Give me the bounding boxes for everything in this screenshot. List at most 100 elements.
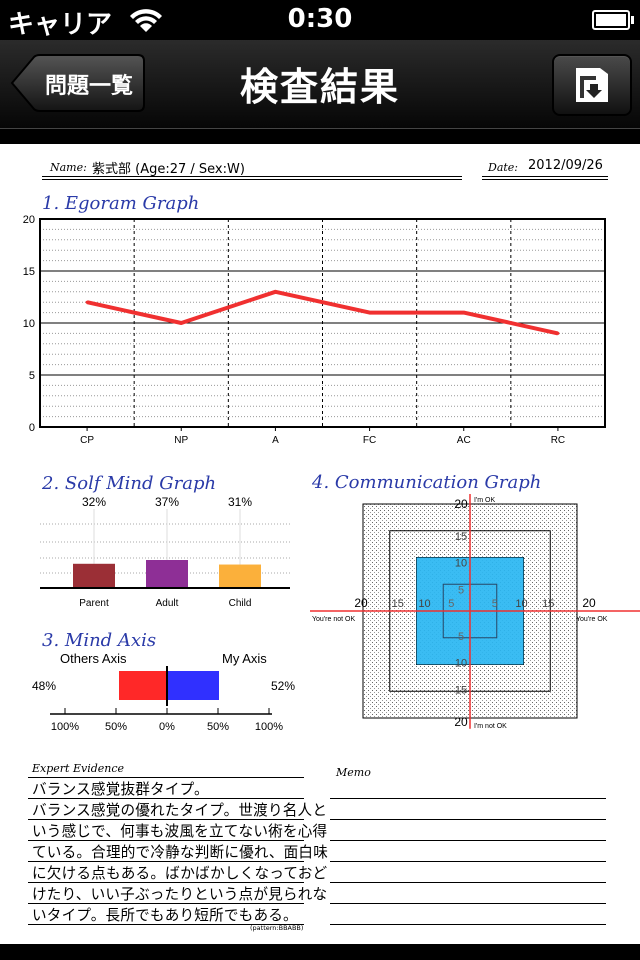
evidence-rule xyxy=(28,903,304,904)
name-underline-2 xyxy=(42,179,462,180)
evidence-line: いタイプ。長所でもあり短所でもある。 xyxy=(32,907,298,924)
egogram-x-tick-np: NP xyxy=(174,435,188,446)
mind-axis-tick-label: 0% xyxy=(159,721,175,733)
egogram-point-ac xyxy=(462,311,466,315)
my-axis-percent: 52% xyxy=(271,679,295,693)
egogram-x-tick-ac: AC xyxy=(457,435,471,446)
others-axis-bar xyxy=(119,671,167,700)
comm-tick-top: 5 xyxy=(458,584,464,596)
others-axis-label: Others Axis xyxy=(60,651,127,666)
self-mind-bar-child xyxy=(219,564,261,588)
folder-export-icon xyxy=(576,68,608,102)
report-sheet: Name: 紫式部 (Age:27 / Sex:W) Date: 2012/09… xyxy=(0,144,640,944)
comm-tick-bottom: 20 xyxy=(454,715,468,729)
page-title: 検査結果 xyxy=(239,65,400,109)
comm-tick-left: 5 xyxy=(448,598,454,610)
egogram-y-tick: 15 xyxy=(23,266,35,278)
comm-label-bottom: I'm not OK xyxy=(474,723,507,730)
date-label: Date: xyxy=(488,161,519,174)
comm-tick-right: 20 xyxy=(582,596,596,610)
egogram-point-cp xyxy=(85,300,89,304)
mind-axis-tick-label: 50% xyxy=(207,721,229,733)
wifi-icon xyxy=(130,9,162,32)
pattern-label: (pattern:BBABB) xyxy=(250,924,304,932)
egogram-y-tick: 20 xyxy=(23,214,35,226)
evidence-label: Expert Evidence xyxy=(32,762,125,775)
egogram-title: 1. Egoram Graph xyxy=(42,193,200,214)
name-underline xyxy=(42,176,462,177)
self-mind-value-label: 37% xyxy=(155,495,179,509)
egogram-x-tick-a: A xyxy=(272,435,279,446)
communication-title: 4. Communication Graph xyxy=(312,472,542,493)
mind-axis-tick-label: 50% xyxy=(105,721,127,733)
egogram-x-tick-fc: FC xyxy=(363,435,376,446)
back-button-label: 問題一覧 xyxy=(44,74,133,99)
mind-axis-tick-label: 100% xyxy=(255,721,283,733)
memo-line[interactable] xyxy=(330,882,606,883)
carrier-label: キャリア xyxy=(8,10,113,40)
evidence-rule xyxy=(28,798,304,799)
name-label: Name: xyxy=(50,161,87,174)
export-button[interactable] xyxy=(552,54,632,116)
self-mind-category-label: Adult xyxy=(156,598,179,609)
evidence-rule xyxy=(28,861,304,862)
evidence-line: に欠ける点もある。ばかばかしくなっておど xyxy=(32,865,328,882)
egogram-point-rc xyxy=(556,331,560,335)
egogram-series-line xyxy=(86,289,559,336)
mind-axis-title: 3. Mind Axis xyxy=(42,630,157,651)
comm-label-top: I'm OK xyxy=(474,497,496,504)
status-time: 0:30 xyxy=(287,4,353,34)
evidence-line: ている。合理的で冷静な判断に優れ、面白味 xyxy=(32,844,329,861)
date-underline xyxy=(482,176,608,177)
self-mind-category-label: Parent xyxy=(79,598,109,609)
comm-tick-left: 15 xyxy=(392,598,404,610)
evidence-line: バランス感覚抜群タイプ。 xyxy=(32,781,209,798)
egogram-point-a xyxy=(273,290,277,294)
self-mind-title: 2. Solf Mind Graph xyxy=(42,473,217,494)
self-mind-bar-parent xyxy=(73,563,115,588)
evidence-line: いう感じで、何事も波風を立てない術を心得 xyxy=(32,823,328,840)
evidence-line: けたり、いい子ぶったりという点が見られな xyxy=(32,886,328,903)
self-mind-bar-adult xyxy=(146,560,188,588)
egogram-chart: 0 5 10 15 20 CP NP A FC AC RC xyxy=(23,214,606,446)
mind-axis-tick-label: 100% xyxy=(51,721,79,733)
name-value: 紫式部 (Age:27 / Sex:W) xyxy=(92,162,245,177)
comm-tick-left: 10 xyxy=(418,598,430,610)
comm-tick-right: 15 xyxy=(542,598,554,610)
self-mind-chart: 32% Parent 37% Adult 31% Child xyxy=(40,495,290,609)
self-mind-value-label: 31% xyxy=(228,495,252,509)
self-mind-category-label: Child xyxy=(229,598,252,609)
memo-line[interactable] xyxy=(330,861,606,862)
navigation-bar: 問題一覧 検査結果 xyxy=(0,40,640,129)
evidence-line: バランス感覚の優れたタイプ。世渡り名人と xyxy=(32,802,328,819)
memo-line[interactable] xyxy=(330,924,606,925)
self-mind-value-label: 32% xyxy=(82,495,106,509)
comm-tick-bottom: 5 xyxy=(458,631,464,643)
comm-label-left: You're not OK xyxy=(312,616,355,623)
evidence-rule xyxy=(28,882,304,883)
memo-label: Memo xyxy=(336,766,371,779)
comm-tick-top: 20 xyxy=(454,497,468,511)
back-button[interactable]: 問題一覧 xyxy=(10,54,146,112)
battery-icon xyxy=(592,10,634,30)
memo-line[interactable] xyxy=(330,903,606,904)
memo-line[interactable] xyxy=(330,840,606,841)
my-axis-bar xyxy=(167,671,219,700)
comm-tick-left: 20 xyxy=(354,596,368,610)
date-underline-2 xyxy=(482,179,608,180)
egogram-y-tick: 10 xyxy=(23,318,35,330)
evidence-rule xyxy=(28,840,304,841)
evidence-rule xyxy=(28,819,304,820)
egogram-x-tick-rc: RC xyxy=(551,435,565,446)
back-arrow-shape xyxy=(10,54,145,112)
egogram-x-tick-cp: CP xyxy=(80,435,94,446)
comm-tick-bottom: 15 xyxy=(455,684,467,696)
memo-line[interactable] xyxy=(330,798,606,799)
comm-tick-bottom: 10 xyxy=(455,658,467,670)
comm-tick-top: 10 xyxy=(455,558,467,570)
memo-line[interactable] xyxy=(330,819,606,820)
my-axis-label: My Axis xyxy=(222,651,267,666)
comm-tick-right: 5 xyxy=(492,598,498,610)
others-axis-percent: 48% xyxy=(32,679,56,693)
